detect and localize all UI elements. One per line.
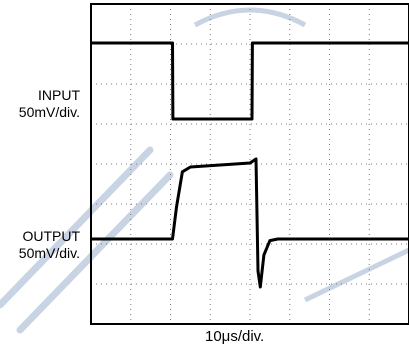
watermark-logo [0,7,409,334]
watermark-stroke [193,7,307,28]
watermark-stroke [0,146,174,334]
trace-output [91,157,409,289]
input-channel-scale: 50mV/div. [18,104,80,120]
output-channel-label: OUTPUT 50mV/div. [0,228,80,262]
output-channel-name: OUTPUT [22,228,80,244]
timebase-label: 10μs/div. [205,328,265,345]
input-channel-label: INPUT 50mV/div. [0,87,80,121]
traces [91,41,409,289]
input-channel-name: INPUT [38,87,80,103]
output-channel-scale: 50mV/div. [18,245,80,261]
trace-input [91,41,409,121]
plot-frame [90,3,409,325]
watermark-stroke [303,247,409,303]
